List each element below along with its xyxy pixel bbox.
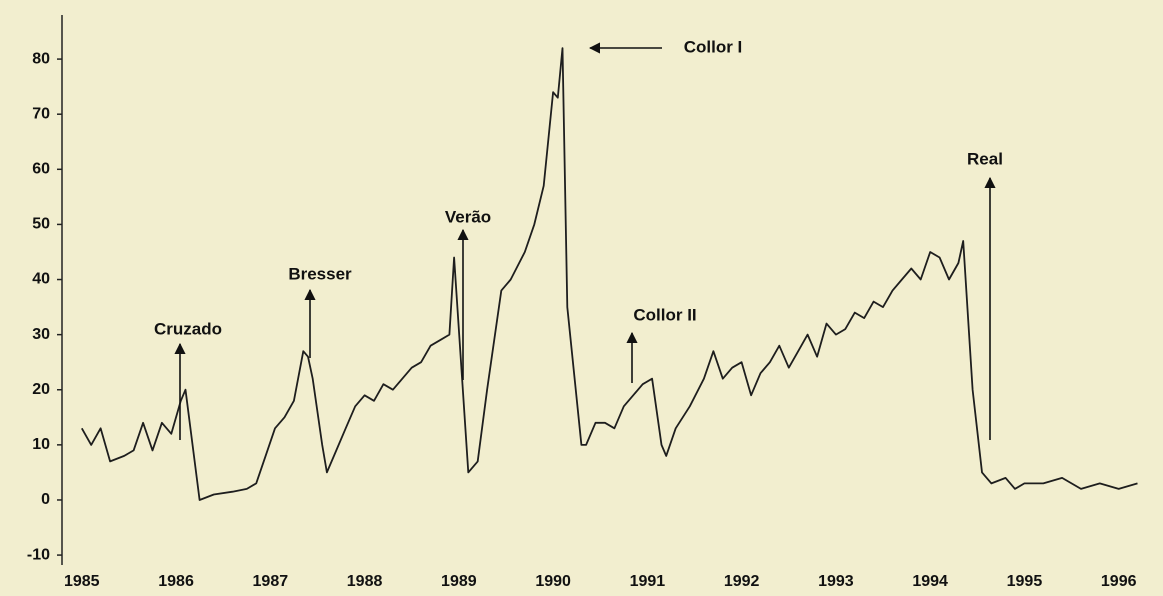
y-tick-label: 70 xyxy=(32,105,50,122)
x-tick-label: 1994 xyxy=(912,573,948,590)
y-tick-label: 30 xyxy=(32,326,50,343)
annotation: Collor II xyxy=(633,305,696,324)
annotation: Cruzado xyxy=(154,319,222,338)
x-tick-label: 1987 xyxy=(253,573,289,590)
y-tick-label: 0 xyxy=(41,491,50,508)
y-tick-label: 50 xyxy=(32,216,50,233)
annotation: Verão xyxy=(445,207,491,226)
y-tick-label: -10 xyxy=(27,546,50,563)
y-tick-label: 20 xyxy=(32,381,50,398)
y-tick-label: 10 xyxy=(32,436,50,453)
x-tick-label: 1985 xyxy=(64,573,100,590)
x-tick-label: 1989 xyxy=(441,573,477,590)
annotation: Real xyxy=(967,149,1003,168)
x-tick-label: 1992 xyxy=(724,573,760,590)
y-tick-label: 60 xyxy=(32,161,50,178)
y-tick-label: 40 xyxy=(32,271,50,288)
y-tick-label: 80 xyxy=(32,50,50,67)
annotation: Bresser xyxy=(288,264,352,283)
x-tick-label: 1988 xyxy=(347,573,383,590)
x-tick-label: 1996 xyxy=(1101,573,1137,590)
x-tick-label: 1990 xyxy=(535,573,571,590)
data-line xyxy=(81,47,1138,501)
annotation: Collor I xyxy=(684,37,743,56)
x-tick-label: 1986 xyxy=(158,573,194,590)
x-tick-label: 1991 xyxy=(630,573,666,590)
x-tick-label: 1993 xyxy=(818,573,854,590)
x-tick-label: 1995 xyxy=(1007,573,1043,590)
